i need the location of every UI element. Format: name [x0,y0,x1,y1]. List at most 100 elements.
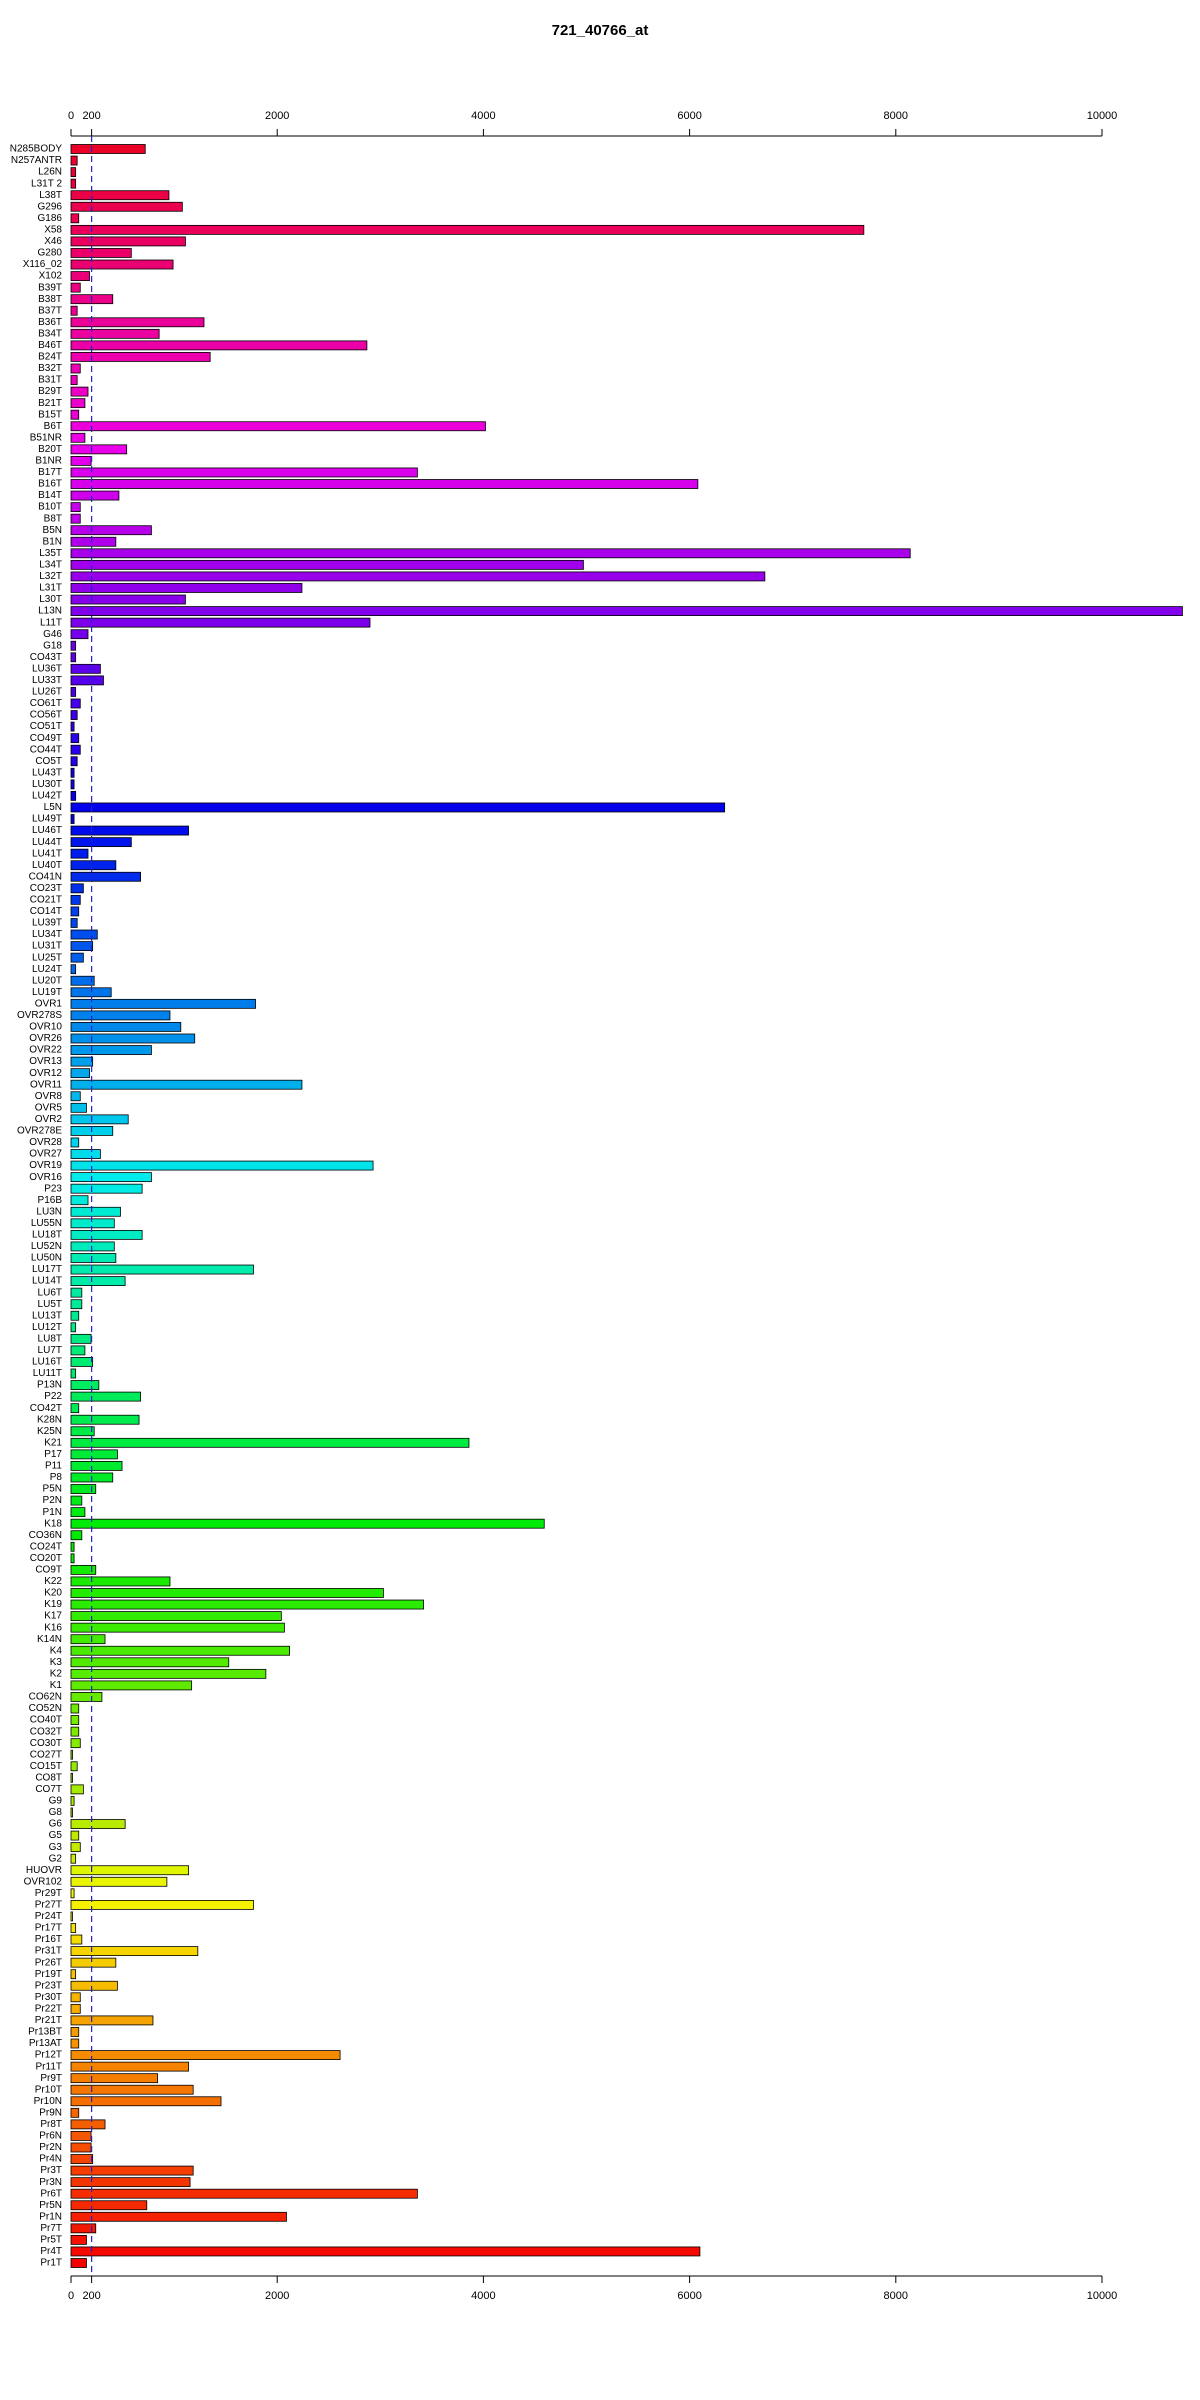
y-tick-label: Pr4N [39,2154,62,2165]
bar [70,1564,97,1575]
y-tick-label: P2N [43,1495,62,1506]
y-tick-label: Pr21T [35,2015,62,2026]
y-tick-label: CO36N [29,1530,62,1541]
x-tick-label: 10000 [1087,110,1118,122]
bar [70,2154,94,2164]
bar [70,213,80,224]
bar [70,1391,141,1402]
y-tick-label: LU17T [32,1264,62,1275]
bar [70,155,78,166]
bar [70,455,92,466]
bar [70,1784,84,1795]
x-tick-label: 8000 [884,2290,908,2302]
bar [70,652,77,663]
y-tick-label: Pr13BT [28,2027,62,2038]
x-tick-label: 0 [68,2290,74,2302]
y-tick-label: CO14T [30,906,62,917]
y-tick-label: OVR10 [29,1022,62,1033]
bar [70,756,78,767]
y-tick-label: CO30T [30,1738,62,1749]
bar [70,1484,97,1494]
bar [70,1599,425,1610]
bar [70,1772,73,1783]
y-tick-label: Pr3N [39,2177,62,2188]
y-tick-label: B51NR [30,432,62,443]
y-tick-label: P16B [38,1195,63,1206]
y-tick-label: OVR278E [17,1126,62,1137]
bar [70,1264,254,1275]
y-tick-label: LU30T [32,779,62,790]
y-tick-label: Pr4T [40,2246,62,2257]
y-tick-label: LU33T [32,675,62,686]
bar [70,1923,77,1933]
y-tick-label: LU43T [32,767,62,778]
bar [70,352,211,362]
bar [70,1010,171,1021]
bar [70,1576,171,1587]
bar [70,1588,384,1598]
bar [70,721,75,732]
y-tick-label: CO15T [30,1761,62,1772]
y-tick-label: B16T [38,479,62,490]
y-tick-label: OVR28 [29,1137,62,1148]
y-tick-label: LU39T [32,918,62,929]
bar [70,1946,199,1957]
y-tick-label: OVR16 [29,1172,62,1183]
bar [70,398,86,409]
chart-title: 721_40766_at [552,22,649,39]
y-tick-label: P13N [37,1380,62,1391]
bar [70,906,80,917]
y-tick-label: B24T [38,352,62,363]
bar [70,1553,75,1564]
y-tick-label: LU52N [31,1241,62,1252]
bar [70,2061,189,2072]
bar [70,744,81,755]
y-tick-label: LU13T [32,1310,62,1321]
bar [70,918,78,928]
y-tick-label: OVR102 [24,1876,63,1887]
bar [70,1969,77,1980]
x-tick-label: 2000 [265,2290,289,2302]
y-tick-label: OVR8 [35,1091,63,1102]
y-tick-label: LU31T [32,941,62,952]
bar [70,2096,222,2107]
y-tick-label: K21 [44,1437,62,1448]
bar [70,421,486,432]
bar [70,825,189,836]
bar [70,375,78,385]
bar [70,1183,143,1194]
bar [70,733,80,744]
bar [70,1160,374,1171]
bar [70,1934,83,1945]
y-tick-label: OVR19 [29,1160,62,1171]
bar [70,698,81,709]
y-tick-label: K1 [50,1680,63,1691]
y-tick-label: G9 [49,1796,63,1807]
y-tick-label: K14N [37,1634,62,1645]
x-tick-label: 8000 [884,110,908,122]
y-tick-label: OVR278S [17,1010,62,1021]
bar [70,1241,115,1252]
bar [70,1114,129,1125]
bar [70,525,152,536]
bar [70,2223,97,2234]
y-tick-label: G5 [49,1830,63,1841]
bar [70,1218,115,1229]
y-tick-label: OVR26 [29,1033,62,1044]
bar [70,1830,80,1841]
bar [70,2165,194,2176]
y-tick-label: Pr9N [39,2107,62,2118]
bar [70,1102,87,1113]
bar [70,2003,81,2014]
bar [70,848,89,859]
y-tick-label: B46T [38,340,62,351]
bar [70,178,77,189]
y-tick-label: LU49T [32,814,62,825]
x-tick-label: 4000 [471,110,495,122]
y-tick-label: K3 [50,1657,63,1668]
y-tick-label: L34T [39,560,62,571]
y-tick-label: X58 [44,225,62,236]
y-tick-label: Pr24T [35,1911,62,1922]
